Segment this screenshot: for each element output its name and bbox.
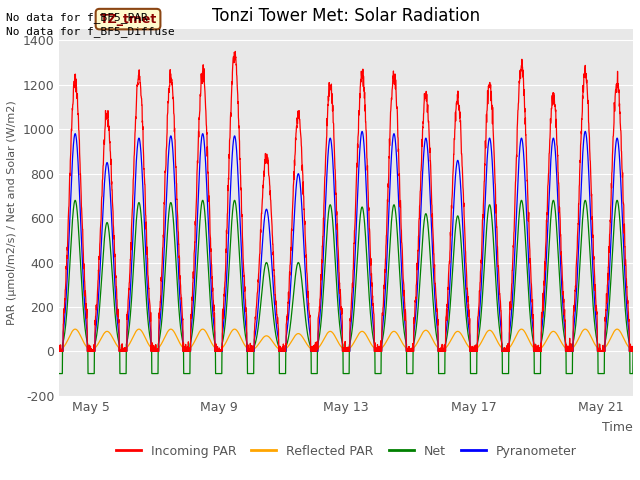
Legend: Incoming PAR, Reflected PAR, Net, Pyranometer: Incoming PAR, Reflected PAR, Net, Pyrano… xyxy=(111,440,582,463)
Text: No data for f_BF5_Diffuse: No data for f_BF5_Diffuse xyxy=(6,26,175,37)
Text: No data for f_BF5_PAR: No data for f_BF5_PAR xyxy=(6,12,148,23)
Text: TZ_tmet: TZ_tmet xyxy=(99,12,157,25)
X-axis label: Time: Time xyxy=(602,421,633,434)
Title: Tonzi Tower Met: Solar Radiation: Tonzi Tower Met: Solar Radiation xyxy=(212,7,480,25)
Y-axis label: PAR (μmol/m2/s) / Net and Solar (W/m2): PAR (μmol/m2/s) / Net and Solar (W/m2) xyxy=(7,100,17,325)
